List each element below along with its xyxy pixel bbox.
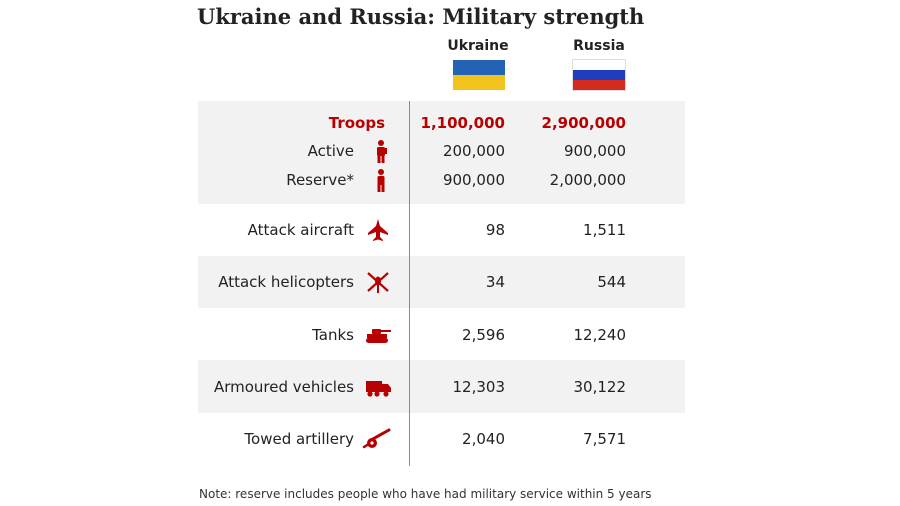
band-aircraft (198, 204, 685, 256)
soldier-icon (377, 140, 387, 163)
value-russia-towed-artillery: 7,571 (583, 430, 626, 448)
footnote: Note: reserve includes people who have h… (199, 487, 652, 501)
value-russia-active: 900,000 (563, 142, 626, 160)
row-label-attack-helicopters: Attack helicopters (218, 273, 354, 291)
band-helicopters (198, 256, 685, 308)
value-ukraine-active: 200,000 (442, 142, 505, 160)
artillery-icon (362, 428, 391, 449)
value-ukraine-troops: 1,100,000 (420, 114, 505, 132)
strength-table: Troops 1,100,000 2,900,000 Active 200,00… (198, 101, 685, 466)
row-label-attack-aircraft: Attack aircraft (247, 221, 354, 239)
russia-flag-icon (572, 59, 626, 91)
person-icon (377, 169, 385, 192)
row-label-tanks: Tanks (312, 326, 354, 344)
value-russia-tanks: 12,240 (573, 326, 627, 344)
band-artillery (198, 413, 685, 466)
value-ukraine-attack-helicopters: 34 (485, 273, 505, 291)
column-divider (409, 101, 410, 466)
value-russia-troops: 2,900,000 (541, 114, 626, 132)
value-ukraine-reserve: 900,000 (442, 171, 505, 189)
value-ukraine-tanks: 2,596 (462, 326, 505, 344)
value-russia-attack-helicopters: 544 (597, 273, 626, 291)
band-troops (198, 101, 685, 204)
band-armoured (198, 360, 685, 413)
helicopter-icon (367, 272, 389, 293)
value-russia-reserve: 2,000,000 (549, 171, 626, 189)
column-header-ukraine: Ukraine (447, 38, 509, 54)
tank-icon (366, 329, 391, 343)
column-header-russia: Russia (573, 38, 625, 54)
band-tanks (198, 308, 685, 360)
value-russia-armoured-vehicles: 30,122 (573, 378, 627, 396)
jet-icon (368, 219, 388, 241)
row-label-armoured-vehicles: Armoured vehicles (213, 378, 354, 396)
row-label-towed-artillery: Towed artillery (244, 430, 354, 448)
value-ukraine-towed-artillery: 2,040 (462, 430, 505, 448)
row-label-troops: Troops (328, 114, 385, 132)
value-ukraine-armoured-vehicles: 12,303 (452, 378, 506, 396)
ukraine-flag-icon (453, 60, 505, 90)
value-ukraine-attack-aircraft: 98 (485, 221, 505, 239)
row-label-reserve: Reserve* (286, 171, 354, 189)
chart-title: Ukraine and Russia: Military strength (197, 4, 645, 29)
row-label-active: Active (307, 142, 354, 160)
armoured-vehicle-icon (366, 381, 391, 397)
value-russia-attack-aircraft: 1,511 (583, 221, 626, 239)
